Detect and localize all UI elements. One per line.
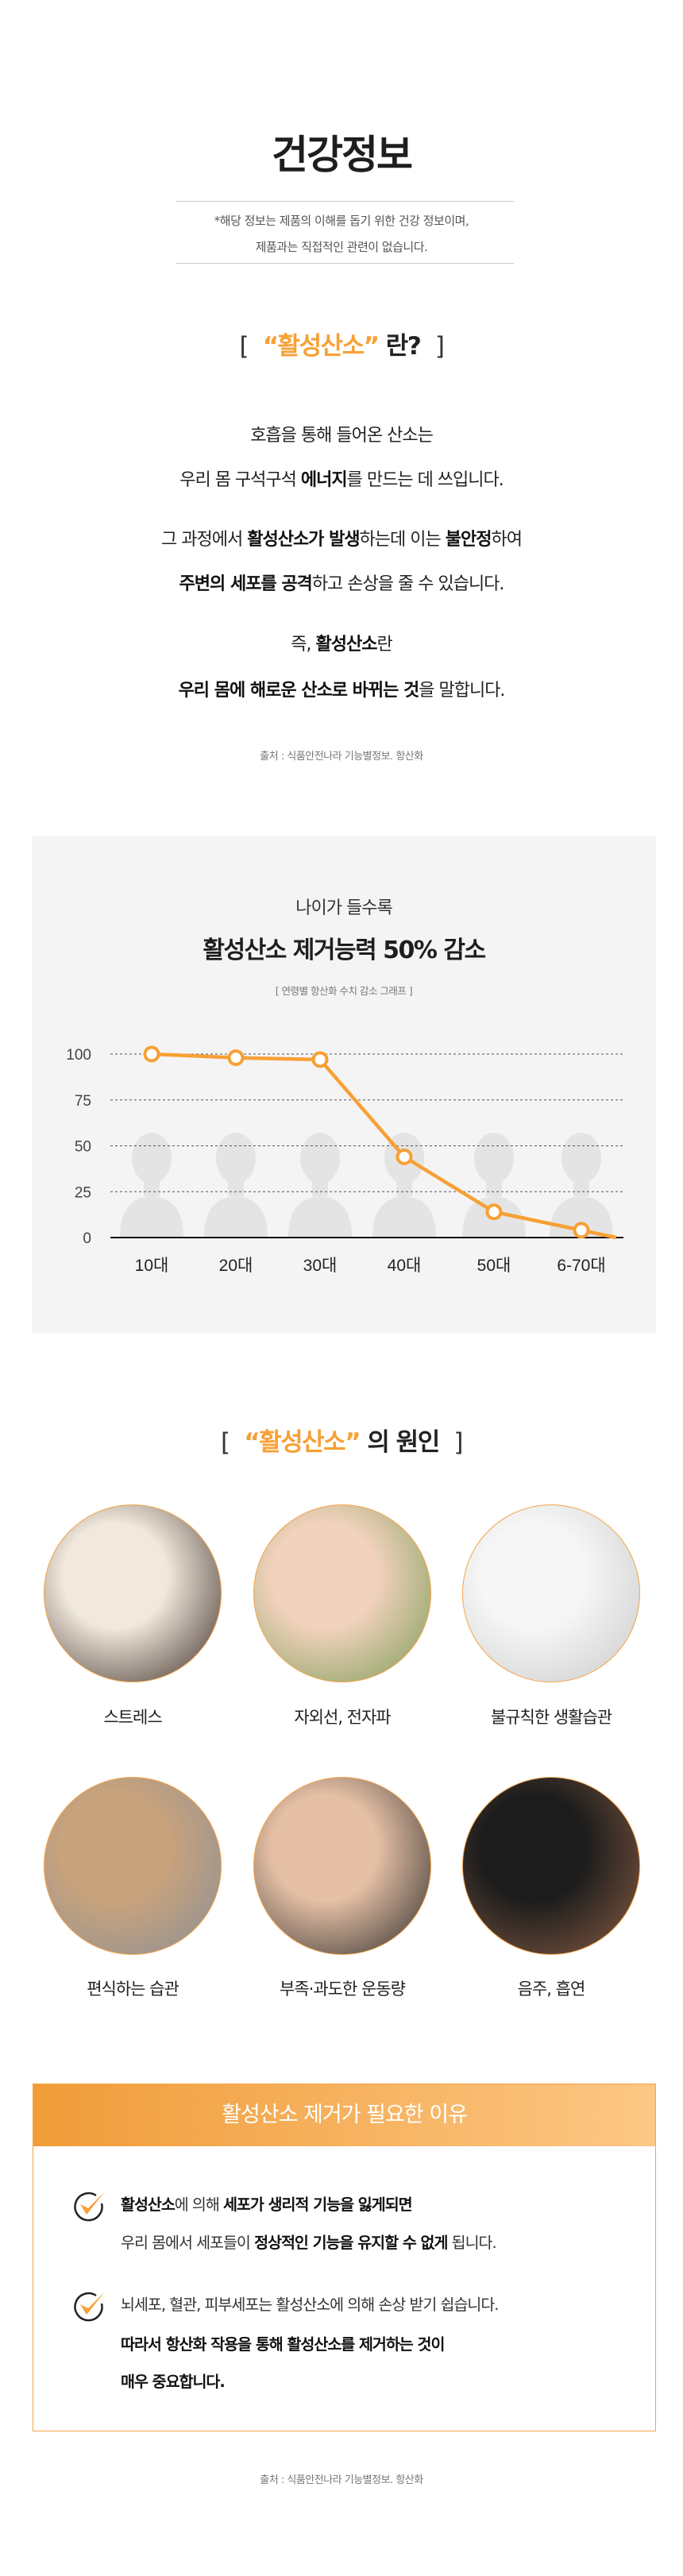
person-silhouette-icon xyxy=(288,1133,352,1238)
definition-line: 즉, 활성산소란 xyxy=(0,623,683,667)
bracket-open: [ xyxy=(239,332,249,361)
text-segment: 됩니다. xyxy=(447,2234,497,2252)
bold-text: 매우 중요합니다. xyxy=(121,2373,226,2391)
bold-text: 정상적인 기능을 유지할 수 없게 xyxy=(254,2234,448,2252)
reasons-title: 활성산소 제거가 필요한 이유 xyxy=(33,2084,655,2146)
definition-line: 우리 몸에 해로운 산소로 바뀌는 것을 말합니다. xyxy=(0,669,683,713)
data-point xyxy=(311,1051,329,1068)
text-segment: 하는데 이는 xyxy=(359,530,446,550)
text-segment: 에 의해 xyxy=(174,2196,223,2214)
bold-text: 주변의 세포를 공격 xyxy=(179,574,313,594)
heading-highlight: “활성산소” xyxy=(262,332,380,361)
y-tick-label: 0 xyxy=(83,1230,91,1247)
disclaimer-line: *해당 정보는 제품의 이해를 돕기 위한 건강 정보이며, xyxy=(214,214,469,228)
reason-line: 뇌세포, 혈관, 피부세포는 활성산소에 의해 손상 받기 쉽습니다. xyxy=(121,2292,499,2315)
data-point xyxy=(143,1045,160,1063)
x-tick-label: 6-70대 xyxy=(557,1257,605,1275)
definition-heading: [ “활성산소” 란? ] xyxy=(0,326,683,361)
heading-highlight: “활성산소” xyxy=(244,1428,361,1457)
divider xyxy=(176,263,514,264)
highlight-text: 활성산소 xyxy=(315,635,378,655)
x-tick-label: 50대 xyxy=(477,1257,511,1275)
cause-label: 음주, 흡연 xyxy=(517,1979,586,1999)
chart-caption: [ 연령별 항산화 수치 감소 그래프 ] xyxy=(275,985,413,997)
data-point xyxy=(485,1203,503,1221)
smoking-man-photo xyxy=(462,1777,640,1955)
reason-line: 따라서 항산화 작용을 통해 활성산소를 제거하는 것이 xyxy=(121,2331,445,2354)
bracket-open: [ xyxy=(221,1428,230,1457)
y-tick-label: 75 xyxy=(75,1093,91,1110)
data-point xyxy=(227,1049,245,1067)
text-segment: 하고 손상을 줄 수 있습니다. xyxy=(311,574,505,594)
cause-label: 자외선, 전자파 xyxy=(294,1708,391,1727)
heading-rest: 란? xyxy=(378,332,422,361)
page-title: 건강정보 xyxy=(272,132,413,178)
cause-label: 부족·과도한 운동량 xyxy=(280,1979,406,1999)
person-silhouette-icon xyxy=(372,1133,436,1238)
bold-text: 세포가 생리적 기능을 잃게되면 xyxy=(222,2196,413,2214)
text-segment: 우리 몸 구석구석 xyxy=(179,470,301,490)
causes-heading: [ “활성산소” 의 원인 ] xyxy=(0,1422,683,1458)
reason-line: 활성산소에 의해 세포가 생리적 기능을 잃게되면 xyxy=(121,2192,413,2215)
person-silhouette-icon xyxy=(550,1133,613,1238)
reason-line: 우리 몸에서 세포들이 정상적인 기능을 유지할 수 없게 됩니다. xyxy=(121,2230,497,2253)
bold-text: 활성산소 xyxy=(121,2196,176,2214)
line-chart: 100 75 50 25 0 10대 20대 30대 40대 50대 6-70대 xyxy=(66,1045,623,1275)
source-note: 출처 : 식품안전나라 기능별정보. 항산화 xyxy=(260,751,423,763)
cause-label: 편식하는 습관 xyxy=(87,1979,179,1999)
bracket-close: ] xyxy=(453,1428,463,1457)
text-segment: 뇌세포, 혈관, 피부세포는 활성산소에 의해 손상 받기 쉽습니다. xyxy=(121,2296,499,2314)
highlight-text: 우리 몸에 해로운 산소로 바뀌는 것 xyxy=(178,681,420,701)
chart-title: 활성산소 제거능력 50% 감소 xyxy=(203,937,486,964)
alarm-clock-photo xyxy=(462,1504,640,1682)
y-tick-label: 50 xyxy=(75,1139,91,1156)
definition-line: 주변의 세포를 공격하고 손상을 줄 수 있습니다. xyxy=(0,562,683,607)
disclaimer-line: 제품과는 직접적인 관련이 없습니다. xyxy=(255,240,428,254)
divider xyxy=(176,201,514,202)
x-tick-label: 10대 xyxy=(135,1257,169,1275)
text-segment: 우리 몸에서 세포들이 xyxy=(121,2234,255,2252)
definition-line: 호흡을 통해 들어온 산소는 xyxy=(0,414,683,458)
y-tick-label: 25 xyxy=(75,1184,91,1201)
x-tick-label: 40대 xyxy=(388,1257,422,1275)
heading-rest: 의 원인 xyxy=(360,1428,440,1457)
bold-text: 불안정 xyxy=(445,530,492,550)
bold-text: 에너지 xyxy=(300,470,348,490)
person-silhouette-icon xyxy=(204,1133,268,1238)
cause-label: 스트레스 xyxy=(103,1708,162,1727)
source-note: 출처 : 식품안전나라 기능별정보. 항산화 xyxy=(260,2474,423,2486)
reason-line: 매우 중요합니다. xyxy=(121,2369,226,2392)
data-point xyxy=(573,1222,590,1239)
text-segment: 하여 xyxy=(491,530,522,550)
definition-line: 그 과정에서 활성산소가 발생하는데 이는 불안정하여 xyxy=(0,518,683,562)
check-circle-icon xyxy=(74,2292,105,2322)
person-silhouette-icon xyxy=(120,1133,183,1238)
chart-subtitle: 나이가 들수록 xyxy=(295,898,392,918)
y-tick-label: 100 xyxy=(66,1047,91,1064)
stressed-woman-photo xyxy=(44,1504,222,1682)
data-point xyxy=(396,1148,413,1165)
bold-text: 활성산소가 발생 xyxy=(247,530,360,550)
woman-meal-photo xyxy=(44,1777,222,1955)
text-segment: 란 xyxy=(376,635,392,655)
disclaimer: *해당 정보는 제품의 이해를 돕기 위한 건강 정보이며, 제품과는 직접적인… xyxy=(0,208,683,261)
text-segment: 을 말합니다. xyxy=(419,681,505,701)
knee-pain-photo xyxy=(253,1777,431,1955)
definition-line: 우리 몸 구석구석 에너지를 만드는 데 쓰입니다. xyxy=(0,458,683,503)
bracket-close: ] xyxy=(434,332,445,361)
text-segment: 그 과정에서 xyxy=(161,530,248,550)
check-circle-icon xyxy=(74,2192,105,2222)
cause-label: 불규칙한 생활습관 xyxy=(490,1708,612,1727)
chart-panel: 나이가 들수록 활성산소 제거능력 50% 감소 [ 연령별 항산화 수치 감소… xyxy=(32,836,656,1334)
text-segment: 를 만드는 데 쓰입니다. xyxy=(346,470,504,490)
x-tick-label: 30대 xyxy=(303,1257,338,1275)
reasons-box: 활성산소 제거가 필요한 이유 활성산소에 의해 세포가 생리적 기능을 잃게되… xyxy=(33,2084,656,2431)
x-tick-label: 20대 xyxy=(219,1257,253,1275)
text-segment: 호흡을 통해 들어온 산소는 xyxy=(250,426,434,446)
woman-sunlight-photo xyxy=(253,1504,431,1682)
bold-text: 따라서 항산화 작용을 통해 활성산소를 제거하는 것이 xyxy=(121,2335,445,2354)
text-segment: 즉, xyxy=(291,635,316,655)
person-silhouette-icon xyxy=(462,1133,526,1238)
